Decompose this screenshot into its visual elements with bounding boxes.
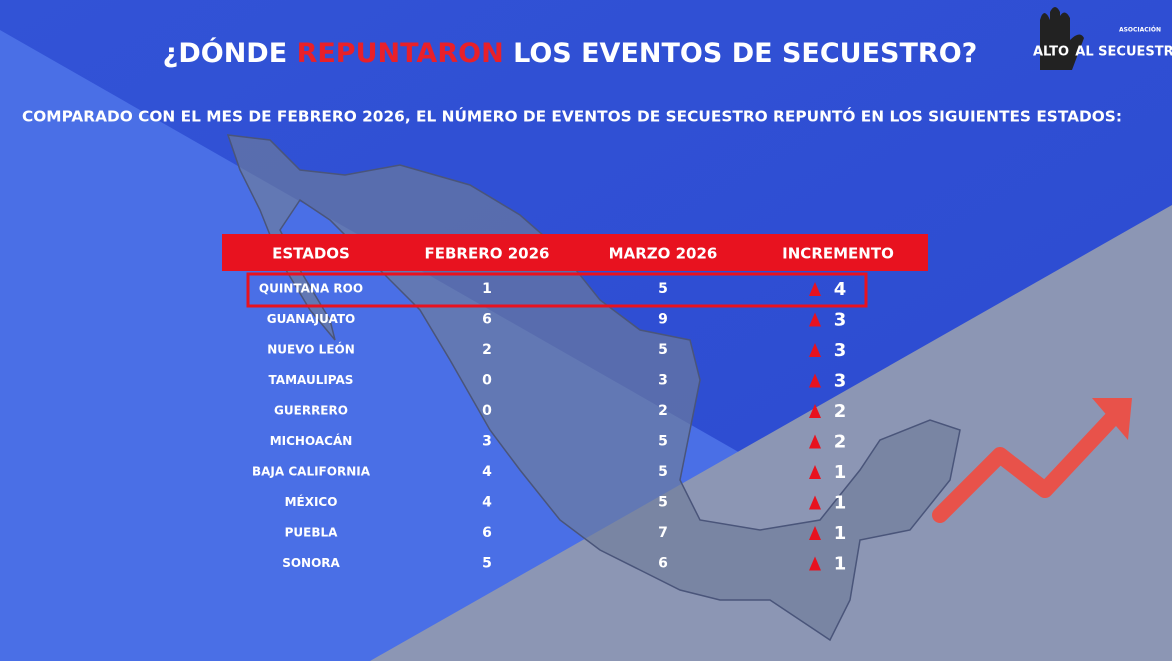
cell: 3 (834, 340, 847, 361)
cell: 1 (834, 523, 847, 544)
title-part: LOS EVENTOS DE SECUESTRO? (504, 38, 978, 69)
cell: 4 (482, 464, 492, 480)
cell: QUINTANA ROO (259, 282, 363, 296)
cell: 6 (658, 556, 668, 572)
subtitle: COMPARADO CON EL MES DE FEBRERO 2026, EL… (22, 107, 1122, 126)
title: ¿DÓNDE REPUNTARON LOS EVENTOS DE SECUEST… (163, 37, 978, 69)
cell: TAMAULIPAS (269, 373, 354, 387)
cell: 5 (658, 495, 668, 511)
cell: 1 (834, 462, 847, 483)
cell: MÉXICO (285, 494, 338, 509)
cell: 4 (834, 279, 847, 300)
cell: 3 (482, 434, 492, 450)
cell: 5 (658, 281, 668, 297)
logo-top: ASOCIACIÓN (1119, 27, 1161, 34)
cell: 3 (834, 371, 847, 392)
cell: 1 (834, 493, 847, 514)
cell: PUEBLA (285, 526, 339, 540)
cell: NUEVO LEÓN (267, 342, 355, 357)
cell: GUERRERO (274, 404, 348, 418)
cell: 5 (658, 342, 668, 358)
cell: GUANAJUATO (267, 312, 355, 326)
cell: SONORA (282, 556, 340, 570)
cell: 5 (658, 434, 668, 450)
cell: 5 (658, 464, 668, 480)
cell: 2 (834, 401, 847, 422)
logo-left: ALTO (1033, 45, 1069, 60)
cell: MICHOACÁN (270, 433, 353, 448)
column-header: MARZO 2026 (609, 245, 718, 263)
column-header: FEBRERO 2026 (425, 245, 550, 263)
column-header: INCREMENTO (782, 245, 894, 263)
cell: 6 (482, 312, 492, 328)
cell: 6 (482, 525, 492, 541)
logo-right: AL SECUESTRO (1075, 45, 1172, 60)
title-highlight: REPUNTARON (297, 38, 504, 69)
cell: 5 (482, 556, 492, 572)
title-part: ¿DÓNDE (163, 37, 297, 69)
column-header: ESTADOS (272, 245, 350, 263)
cell: 1 (834, 554, 847, 575)
cell: 3 (834, 310, 847, 331)
cell: 4 (482, 495, 492, 511)
cell: 2 (658, 403, 668, 419)
cell: 9 (658, 312, 668, 328)
cell: 2 (834, 432, 847, 453)
cell: 3 (658, 373, 668, 389)
cell: BAJA CALIFORNIA (252, 465, 371, 479)
cell: 0 (482, 403, 492, 419)
cell: 1 (482, 281, 492, 297)
cell: 7 (658, 525, 668, 541)
cell: 0 (482, 373, 492, 389)
cell: 2 (482, 342, 492, 358)
